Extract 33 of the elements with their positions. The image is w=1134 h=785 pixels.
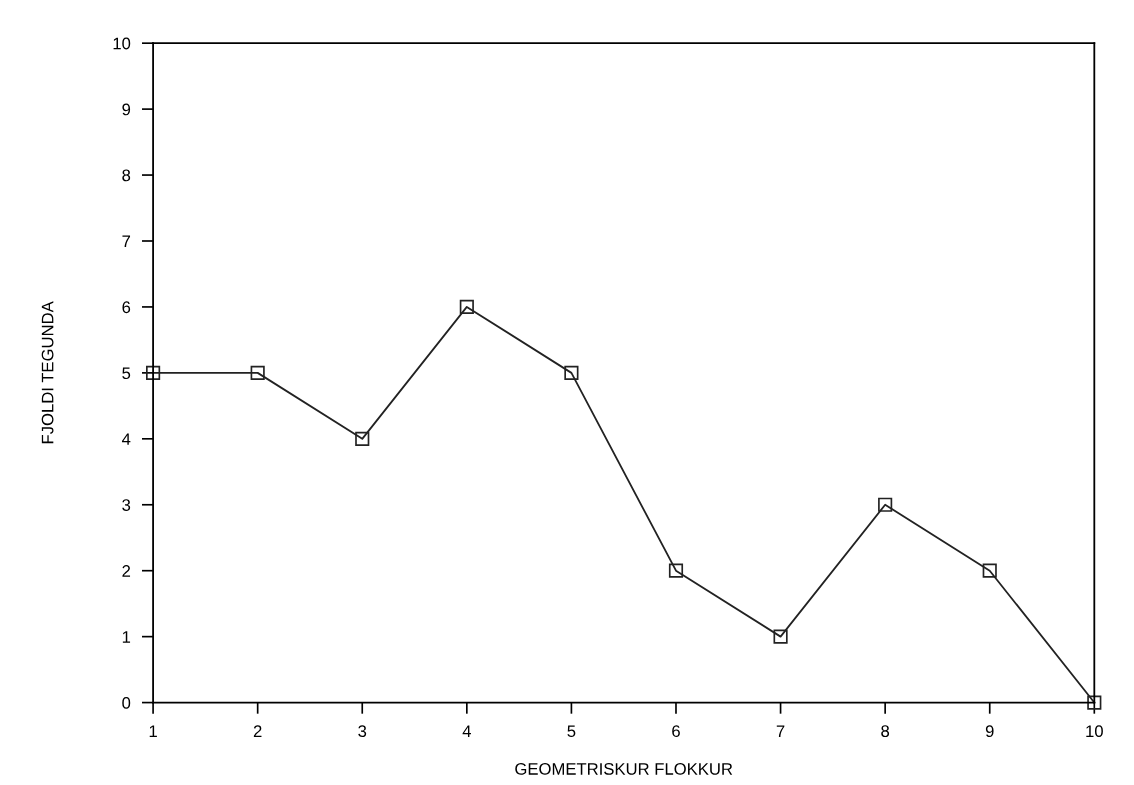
x-tick-label: 6 — [672, 725, 680, 738]
point — [564, 365, 579, 380]
x-tick-label: 8 — [881, 725, 890, 738]
point — [355, 431, 370, 446]
y-tick-label: 2 — [122, 565, 131, 577]
y-tick-label: 1 — [122, 631, 131, 643]
x-tick-label: 9 — [985, 725, 994, 738]
point — [146, 365, 161, 380]
y-tick-label: 9 — [122, 103, 131, 116]
point — [668, 563, 684, 578]
x-tick-label: 10 — [1086, 725, 1103, 738]
y-tick-label: 8 — [122, 169, 131, 182]
x-tick-label: 7 — [776, 725, 785, 737]
y-tick-label: 0 — [122, 696, 131, 709]
point — [250, 365, 265, 380]
x-tick-label: 1 — [149, 725, 157, 737]
y-tick-label: 3 — [122, 499, 131, 511]
x-tick-label: 3 — [358, 725, 367, 738]
y-tick-label: 6 — [122, 301, 131, 314]
y-tick-label: 7 — [122, 235, 131, 248]
y-tick-label: 5 — [122, 367, 131, 380]
x-tick-label: 4 — [462, 725, 471, 737]
point — [1087, 695, 1102, 710]
point — [773, 629, 788, 644]
x-axis-title: GEOMETRISKUR FLOKKUR — [515, 763, 733, 775]
point — [878, 497, 893, 512]
point — [982, 563, 997, 578]
x-tick-label: 5 — [567, 725, 576, 738]
x-tick-label: 2 — [253, 725, 262, 737]
point — [459, 299, 474, 315]
y-tick-label: 4 — [121, 433, 131, 445]
y-axis-title: FJOLDI TEGUNDA — [41, 301, 54, 444]
y-tick-label: 10 — [113, 37, 131, 50]
